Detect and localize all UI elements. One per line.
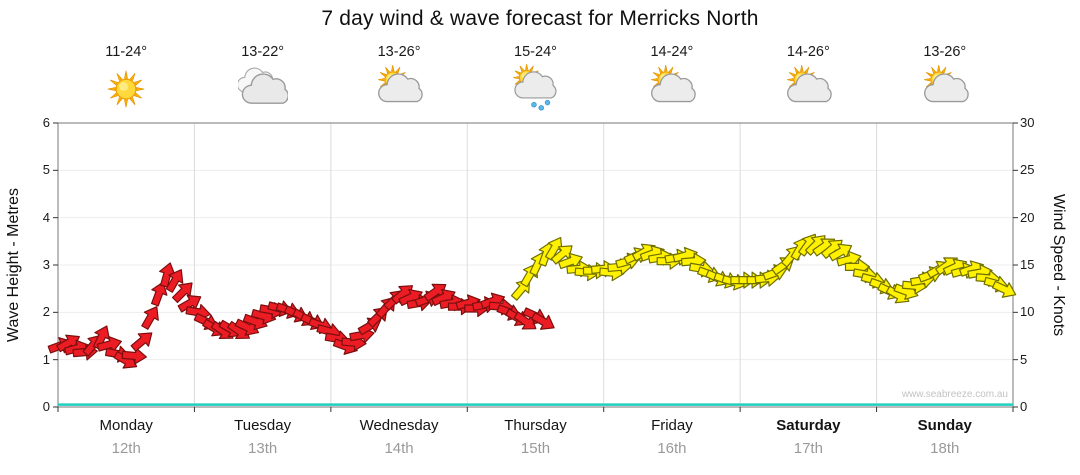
wind-arrow	[92, 325, 110, 350]
right-tick-10: 10	[1020, 304, 1035, 320]
right-tick-5: 5	[1020, 351, 1028, 367]
day-name: Sunday	[917, 417, 972, 434]
wind-arrow	[130, 332, 153, 352]
day-column-monday: 11-24° Monday 12th	[58, 0, 194, 475]
right-tick-30: 30	[1020, 115, 1035, 130]
day-date: 16th	[657, 440, 687, 457]
day-date: 13th	[248, 440, 278, 457]
day-column-sunday: 13-26° Sunday 18th	[877, 0, 1013, 475]
right-tick-25: 25	[1020, 162, 1035, 178]
weather-icon-sunny	[101, 62, 151, 112]
wind-arrow	[141, 306, 159, 330]
left-tick-5: 5	[42, 162, 50, 178]
wind-arrow	[530, 312, 555, 330]
day-column-saturday: 14-26° Saturday 17th	[740, 0, 876, 475]
weather-icon-showers	[510, 62, 560, 112]
left-tick-6: 6	[42, 115, 50, 130]
wind-arrow-series	[47, 262, 555, 369]
weather-icon-partly-cloudy	[374, 62, 424, 112]
right-tick-20: 20	[1020, 209, 1035, 225]
day-date: 17th	[793, 440, 823, 457]
left-tick-4: 4	[42, 209, 50, 225]
day-date: 15th	[520, 440, 551, 457]
day-column-wednesday: 13-26° Wednesday 14th	[331, 0, 467, 475]
page-title: 7 day wind & wave forecast for Merricks …	[321, 7, 759, 30]
day-name: Tuesday	[234, 417, 292, 434]
left-tick-2: 2	[42, 304, 50, 320]
temp-range: 11-24°	[105, 44, 148, 60]
weather-icon-cloudy	[236, 62, 289, 112]
day-column-thursday: 15-24° Thursday 15th	[467, 0, 603, 475]
day-name: Monday	[99, 417, 153, 434]
temp-range: 13-26°	[923, 44, 967, 60]
temp-range: 14-24°	[650, 44, 694, 60]
left-tick-1: 1	[42, 351, 50, 367]
wind-arrow-series	[510, 233, 1017, 304]
temp-range: 14-26°	[786, 44, 830, 60]
day-name: Wednesday	[359, 417, 439, 434]
day-name: Friday	[651, 417, 693, 434]
day-column-friday: 14-24° Friday 16th	[604, 0, 740, 475]
temp-range: 13-22°	[241, 44, 285, 60]
weather-icon-partly-cloudy	[920, 62, 970, 112]
day-date: 12th	[111, 440, 141, 457]
day-column-tuesday: 13-22° Tuesday 13th	[194, 0, 330, 475]
right-tick-15: 15	[1020, 257, 1035, 272]
wind-arrow	[991, 280, 1017, 298]
day-name: Thursday	[504, 417, 567, 434]
day-name: Saturday	[776, 417, 841, 434]
weather-icon-partly-cloudy	[783, 62, 833, 112]
axis-tick-marks	[53, 122, 1018, 412]
wind-arrow	[151, 281, 168, 307]
weather-icon-partly-cloudy	[647, 62, 697, 112]
day-date: 14th	[384, 440, 414, 457]
left-tick-0: 0	[42, 399, 50, 414]
temp-range: 13-26°	[377, 44, 421, 60]
temp-range: 15-24°	[514, 44, 557, 60]
day-date: 18th	[930, 440, 960, 457]
left-tick-3: 3	[42, 257, 50, 272]
wind-arrow	[165, 269, 184, 293]
right-tick-0: 0	[1020, 399, 1028, 414]
watermark: www.seabreeze.com.au	[901, 389, 1008, 400]
